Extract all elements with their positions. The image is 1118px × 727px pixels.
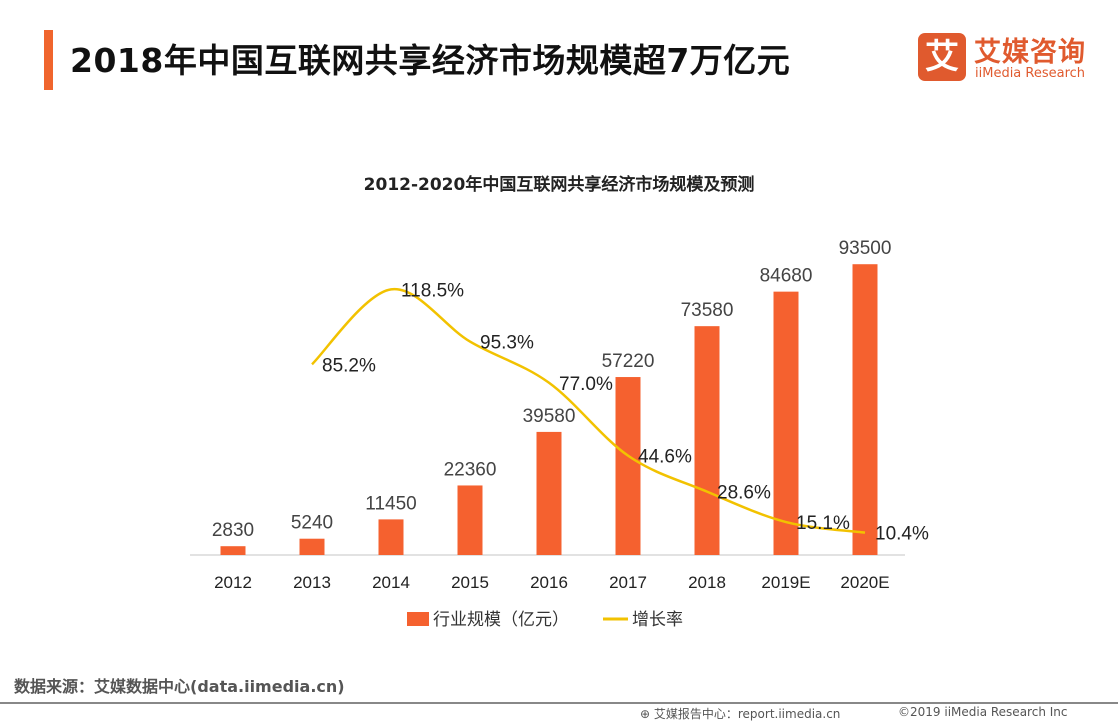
bar-label-2014: 11450 [365,493,416,514]
bar-2015 [457,485,483,555]
bar-2012 [220,546,246,555]
bar-2016 [536,431,562,555]
logo: 艾 艾媒咨询 iiMedia Research [918,30,1098,84]
x-tick-2015: 2015 [451,573,489,592]
bar-label-2015: 22360 [444,459,497,480]
growth-label-2019E: 15.1% [796,513,850,534]
footer-report-link[interactable]: ⊕ 艾媒报告中心：report.iimedia.cn [640,705,840,722]
page-title: 2018年中国互联网共享经济市场规模超7万亿元 [70,41,791,80]
bar-label-2016: 39580 [523,406,576,427]
x-tick-2019E: 2019E [761,573,810,592]
x-tick-2017: 2017 [609,573,647,592]
bar-label-2020E: 93500 [839,238,892,259]
logo-mark: 艾 [918,33,966,81]
growth-label-2013: 85.2% [322,355,376,376]
bar-label-2012: 2830 [212,520,254,541]
x-tick-2016: 2016 [530,573,568,592]
footer-copyright: ©2019 iiMedia Research Inc [898,705,1068,719]
bar-2020E [852,264,878,555]
footer-divider [0,702,1118,704]
bar-2019E [773,291,799,555]
growth-label-2014: 118.5% [401,280,464,301]
x-tick-2020E: 2020E [840,573,889,592]
data-source: 数据来源：艾媒数据中心(data.iimedia.cn) [14,677,345,696]
legend-bar-label: 行业规模（亿元） [433,610,569,630]
logo-name-en: iiMedia Research [975,66,1086,81]
logo-name-cn: 艾媒咨询 [974,37,1086,68]
bar-2017 [615,377,641,555]
growth-label-2020E: 10.4% [875,524,929,545]
x-tick-2014: 2014 [372,573,410,592]
growth-label-2015: 95.3% [480,333,534,354]
bar-label-2013: 5240 [291,513,333,534]
bar-label-2019E: 84680 [760,266,813,287]
x-tick-2018: 2018 [688,573,726,592]
title-accent-bar [44,30,53,90]
growth-label-2018: 28.6% [717,483,771,504]
footer-report-text: 艾媒报告中心：report.iimedia.cn [653,707,841,721]
chart-title: 2012-2020年中国互联网共享经济市场规模及预测 [363,175,755,195]
x-tick-2013: 2013 [293,573,331,592]
globe-icon: ⊕ [640,707,654,721]
bar-2013 [299,538,325,555]
legend-bar-swatch [407,612,429,626]
bar-2018 [694,326,720,555]
bar-label-2018: 73580 [681,300,734,321]
legend-line-label: 增长率 [632,610,683,630]
growth-label-2017: 44.6% [638,447,692,468]
growth-label-2016: 77.0% [559,374,613,395]
growth-rate-line [311,288,866,534]
bar-label-2017: 57220 [602,351,655,372]
bar-2014 [378,519,404,555]
x-tick-2012: 2012 [214,573,252,592]
